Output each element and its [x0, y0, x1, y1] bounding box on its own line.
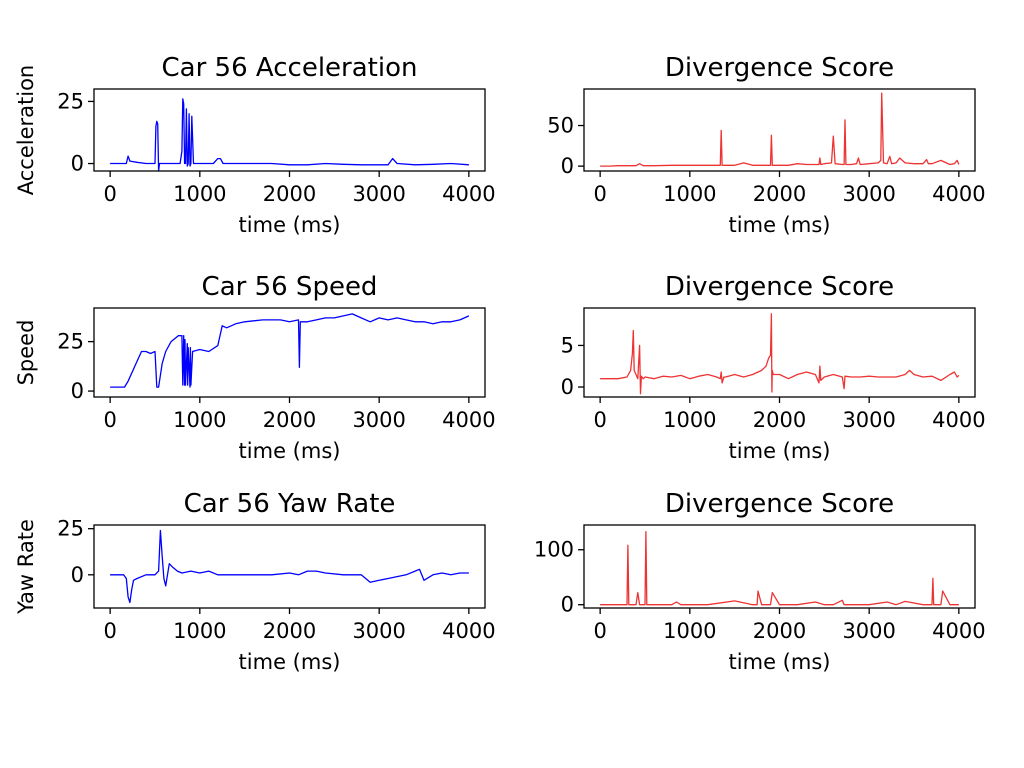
x-axis-label: time (ms) [729, 439, 831, 463]
chart-title: Divergence Score [665, 53, 894, 83]
x-tick-label: 3000 [352, 619, 405, 643]
x-tick-label: 3000 [352, 182, 405, 206]
x-tick-label: 1000 [173, 619, 226, 643]
y-tick-label: 5 [561, 333, 574, 357]
x-tick-label: 2000 [263, 619, 316, 643]
x-tick-label: 4000 [442, 619, 495, 643]
x-tick-label: 0 [593, 408, 606, 432]
x-tick-label: 3000 [352, 408, 405, 432]
x-tick-label: 4000 [932, 182, 985, 206]
x-axis-label: time (ms) [239, 650, 341, 674]
axes-frame [583, 524, 976, 609]
series-line [600, 92, 960, 167]
x-tick-label: 1000 [173, 408, 226, 432]
chart-panel-2: 0 1000 2000 3000 4000 0 50 Divergence Score time… [547, 53, 985, 237]
y-axis-label: Speed [14, 320, 38, 386]
axes-frame [93, 88, 486, 172]
chart-title: Divergence Score [665, 272, 894, 302]
chart-title: Car 56 Speed [202, 272, 378, 302]
x-tick-label: 3000 [842, 619, 895, 643]
x-tick-label: 2000 [263, 408, 316, 432]
y-tick-label: 25 [57, 330, 84, 354]
x-tick-label: 1000 [663, 408, 716, 432]
x-tick-label: 3000 [842, 182, 895, 206]
x-tick-label: 1000 [663, 182, 716, 206]
y-tick-label: 0 [561, 154, 574, 178]
x-tick-label: 2000 [753, 408, 806, 432]
x-tick-label: 0 [593, 619, 606, 643]
x-axis-label: time (ms) [729, 213, 831, 237]
y-tick-label: 25 [57, 517, 84, 541]
chart-title: Divergence Score [665, 489, 894, 519]
x-tick-label: 4000 [932, 619, 985, 643]
series-line [110, 98, 469, 172]
y-axis-label: Yaw Rate [14, 519, 38, 615]
chart-panel-5: 0 1000 2000 3000 4000 0 25 Car 56 Yaw Rate time … [14, 489, 496, 674]
x-tick-label: 1000 [663, 619, 716, 643]
y-axis-label: Acceleration [14, 65, 38, 196]
axes-frame [583, 88, 976, 172]
x-axis-label: time (ms) [239, 213, 341, 237]
x-tick-label: 2000 [753, 619, 806, 643]
x-axis-label: time (ms) [239, 439, 341, 463]
x-tick-label: 4000 [932, 408, 985, 432]
chart-panel-1: 0 1000 2000 3000 4000 0 25 Car 56 Acceleration t… [14, 53, 496, 237]
chart-panel-3: 0 1000 2000 3000 4000 0 25 Car 56 Speed time (ms… [14, 272, 496, 463]
x-tick-label: 4000 [442, 182, 495, 206]
chart-title: Car 56 Acceleration [162, 53, 418, 83]
x-tick-label: 1000 [173, 182, 226, 206]
x-tick-label: 4000 [442, 408, 495, 432]
y-tick-label: 0 [561, 375, 574, 399]
y-tick-label: 25 [57, 89, 84, 113]
y-tick-label: 0 [71, 379, 84, 403]
series-line [600, 313, 960, 395]
axes-frame [583, 307, 976, 398]
x-tick-label: 0 [593, 182, 606, 206]
x-tick-label: 0 [103, 408, 116, 432]
y-tick-label: 0 [561, 593, 574, 617]
x-tick-label: 2000 [263, 182, 316, 206]
y-tick-label: 50 [547, 114, 574, 138]
x-tick-label: 0 [103, 619, 116, 643]
y-tick-label: 0 [71, 152, 84, 176]
chart-panel-4: 0 1000 2000 3000 4000 0 5 Divergence Score time … [561, 272, 986, 463]
axes-frame [93, 524, 486, 609]
x-tick-label: 3000 [842, 408, 895, 432]
y-tick-label: 100 [534, 538, 574, 562]
x-tick-label: 0 [103, 182, 116, 206]
chart-title: Car 56 Yaw Rate [184, 489, 396, 519]
series-line [110, 529, 469, 604]
series-line [110, 313, 470, 388]
y-tick-label: 0 [71, 563, 84, 587]
x-tick-label: 2000 [753, 182, 806, 206]
chart-panel-6: 0 1000 2000 3000 4000 0 100 Divergence Score tim… [534, 489, 986, 674]
series-line [600, 530, 959, 606]
x-axis-label: time (ms) [729, 650, 831, 674]
